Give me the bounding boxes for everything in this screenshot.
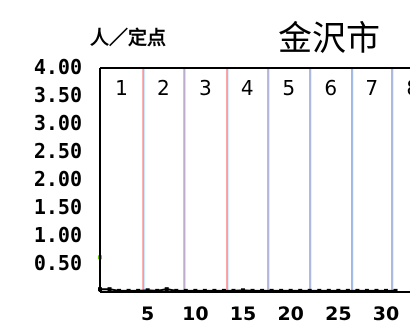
series-point: [117, 288, 122, 293]
y-tick-label: 0.50: [34, 251, 82, 275]
series-point: [393, 288, 398, 293]
series-point: [193, 288, 198, 293]
chart-title: 金沢市: [278, 19, 380, 59]
series-point: [307, 288, 312, 293]
month-label: 5: [282, 76, 295, 100]
series-point: [126, 288, 131, 293]
x-tick-label: 5: [141, 303, 154, 325]
series-point: [231, 288, 236, 293]
x-tick-label: 30: [373, 303, 399, 325]
series-point: [221, 288, 226, 293]
series-point: [269, 288, 274, 293]
series-point: [384, 288, 388, 293]
series-point: [183, 288, 188, 293]
month-label: 8: [406, 76, 410, 100]
series-point: [145, 288, 150, 293]
series-point: [164, 287, 169, 292]
series-point: [136, 288, 141, 293]
y-tick-label: 3.00: [34, 111, 82, 135]
series-point: [326, 288, 331, 293]
x-tick-label: 25: [325, 303, 351, 325]
y-tick-label: 4.00: [34, 55, 82, 79]
x-tick-label: 10: [182, 303, 208, 325]
series-point: [212, 288, 217, 293]
y-axis-ticks: 4.00 3.50 3.00 2.50 2.00 1.50 1.00 0.50: [34, 55, 82, 275]
x-axis-ticks: 5 10 15 20 25 30: [141, 303, 399, 325]
series-point: [260, 288, 265, 293]
axes: [99, 67, 410, 293]
series-point: [174, 288, 179, 293]
month-label: 4: [241, 76, 254, 100]
series-point: [241, 288, 245, 293]
month-label: 1: [115, 76, 128, 100]
y-axis-unit-label: 人／定点: [90, 26, 166, 49]
month-divider-lines: [142, 68, 394, 292]
series-point: [155, 288, 160, 293]
y-tick-label: 2.00: [34, 167, 82, 191]
series-point: [107, 287, 112, 292]
month-labels: 1 2 3 4 5 6 7 8: [115, 76, 410, 100]
series-point: [288, 288, 293, 293]
series-point: [336, 288, 341, 293]
series-point: [364, 288, 369, 293]
series-point: [250, 288, 255, 293]
series-point: [279, 288, 284, 293]
x-tick-label: 15: [230, 303, 256, 325]
series-point: [202, 288, 207, 293]
y-tick-label: 3.50: [34, 83, 82, 107]
x-tick-label: 20: [277, 303, 303, 325]
series-point: [345, 288, 350, 293]
series-point: [374, 288, 379, 293]
series-point: [317, 288, 322, 293]
series-point: [355, 288, 360, 293]
y-tick-label: 2.50: [34, 139, 82, 163]
series-point: [298, 288, 303, 293]
y-tick-label: 1.00: [34, 223, 82, 247]
month-label: 2: [157, 76, 170, 100]
month-label: 3: [199, 76, 212, 100]
month-label: 6: [324, 76, 337, 100]
series-layer: [98, 255, 398, 293]
y-tick-label: 1.50: [34, 195, 82, 219]
month-label: 7: [365, 76, 378, 100]
